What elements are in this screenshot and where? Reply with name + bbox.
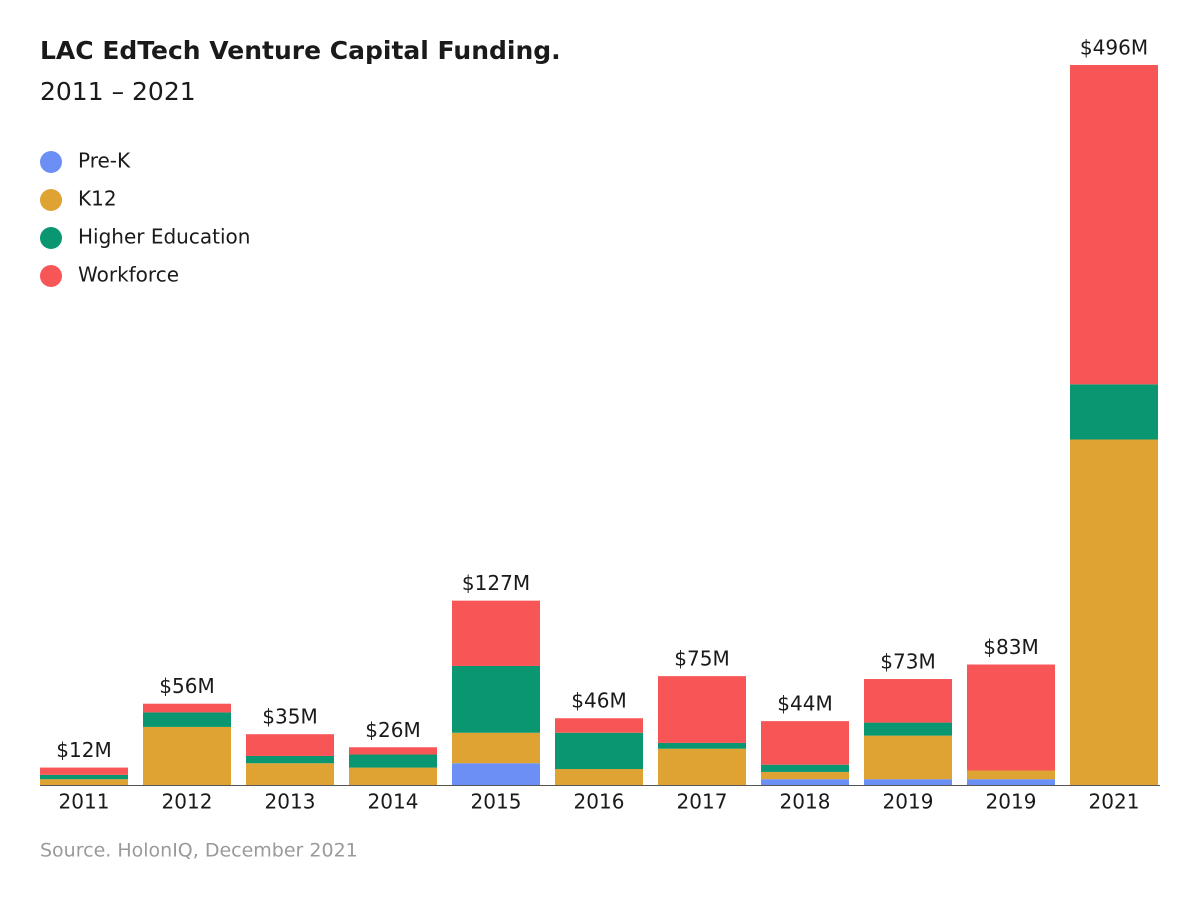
value-label: $83M: [983, 635, 1038, 659]
bar-segment: [246, 734, 334, 756]
bar-segment: [143, 726, 231, 785]
bar-segment: [658, 748, 746, 785]
bar-segment: [143, 703, 231, 713]
x-tick-label: 2014: [368, 790, 419, 814]
x-tick-label: 2016: [574, 790, 625, 814]
bar-segment: [864, 722, 952, 736]
x-tick-label: 2013: [265, 790, 316, 814]
value-label: $46M: [571, 689, 626, 713]
bar-segment: [555, 732, 643, 770]
value-label: $56M: [159, 674, 214, 698]
bar-segment: [761, 771, 849, 780]
x-tick-label: 2018: [780, 790, 831, 814]
bar-segment: [967, 664, 1055, 771]
legend-swatch: [40, 151, 62, 173]
bar-segment: [864, 679, 952, 723]
bar-segment: [1070, 384, 1158, 440]
value-label: $26M: [365, 718, 420, 742]
bar-segment: [967, 770, 1055, 780]
bar-segment: [864, 735, 952, 780]
bar-segment: [246, 763, 334, 785]
bar-segment: [1070, 439, 1158, 785]
bar-segment: [40, 767, 128, 775]
bar-segment: [349, 754, 437, 768]
bar-segment: [1070, 65, 1158, 385]
bar-segment: [452, 665, 540, 733]
bar-segment: [452, 732, 540, 764]
legend-label: K12: [78, 187, 117, 211]
bar-segment: [349, 747, 437, 755]
x-tick-label: 2012: [162, 790, 213, 814]
bar-segment: [349, 767, 437, 785]
value-label: $12M: [56, 738, 111, 762]
legend-swatch: [40, 189, 62, 211]
chart-subtitle: 2011 – 2021: [40, 77, 196, 106]
bar-segment: [658, 742, 746, 749]
value-label: $496M: [1080, 36, 1148, 60]
bar-segment: [761, 779, 849, 785]
legend-swatch: [40, 227, 62, 249]
value-label: $44M: [777, 692, 832, 716]
legend-label: Workforce: [78, 263, 179, 287]
chart-title: LAC EdTech Venture Capital Funding.: [40, 36, 561, 65]
bar-segment: [40, 779, 128, 785]
value-label: $35M: [262, 705, 317, 729]
x-tick-label: 2017: [677, 790, 728, 814]
value-label: $127M: [462, 571, 530, 595]
bar-segment: [555, 718, 643, 733]
bar-segment: [967, 779, 1055, 785]
legend-swatch: [40, 265, 62, 287]
x-tick-label: 2019: [883, 790, 934, 814]
bar-segment: [761, 764, 849, 772]
legend-label: Pre-K: [78, 149, 131, 173]
x-tick-label: 2011: [59, 790, 110, 814]
bar-segment: [761, 721, 849, 765]
x-tick-label: 2019: [986, 790, 1037, 814]
bar-segment: [452, 763, 540, 785]
bar-segment: [40, 774, 128, 780]
value-label: $75M: [674, 647, 729, 671]
bar-segment: [864, 779, 952, 785]
legend-label: Higher Education: [78, 225, 250, 249]
bar-segment: [452, 600, 540, 666]
value-label: $73M: [880, 650, 935, 674]
x-tick-label: 2015: [471, 790, 522, 814]
bar-segment: [143, 712, 231, 727]
bar-segment: [555, 769, 643, 785]
x-tick-label: 2021: [1089, 790, 1140, 814]
source: Source. HolonIQ, December 2021: [40, 840, 358, 862]
bar-segment: [658, 676, 746, 743]
bar-segment: [246, 755, 334, 764]
